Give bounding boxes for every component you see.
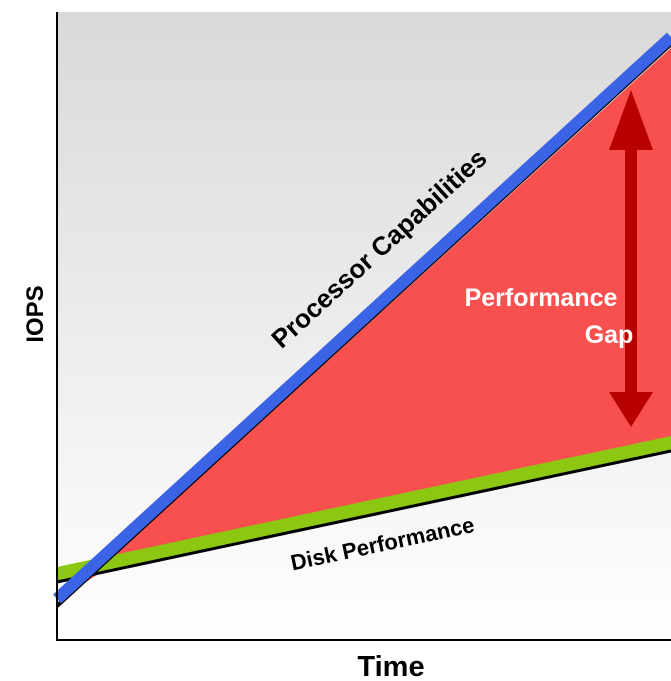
x-axis-label: Time xyxy=(357,651,424,681)
gap-arrow-up-head xyxy=(609,90,653,150)
processor-capabilities-line xyxy=(52,32,671,604)
gap-arrow-down-head xyxy=(609,392,653,427)
performance-gap-label-line2: Gap xyxy=(585,321,634,349)
disk-performance-line xyxy=(56,449,671,584)
performance-gap-label-line1: Performance xyxy=(465,284,618,312)
y-axis-label: IOPS xyxy=(22,285,49,342)
disk-performance-band xyxy=(57,436,671,582)
gap-arrow xyxy=(609,90,653,427)
